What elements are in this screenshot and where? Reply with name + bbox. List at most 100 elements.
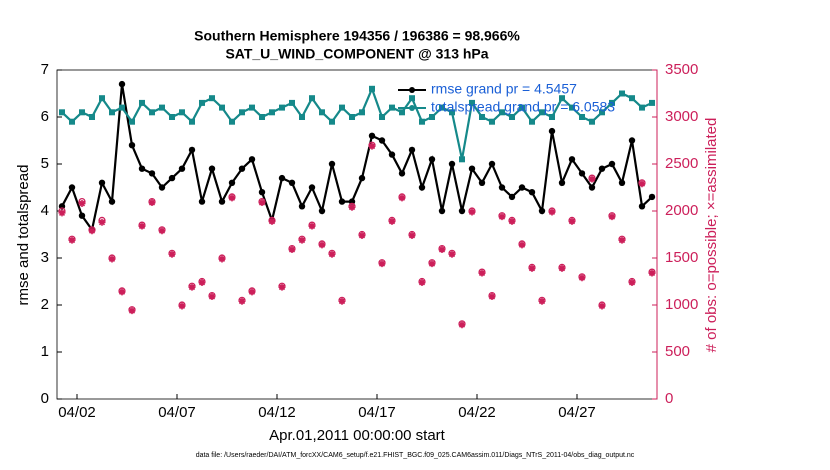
point [558, 264, 566, 272]
y2-tick-label: 500 [665, 343, 690, 360]
point [248, 288, 256, 296]
x-tick-label: 04/12 [258, 404, 296, 421]
point [428, 156, 436, 163]
point [318, 241, 326, 249]
point [269, 109, 275, 116]
x-tick-label: 04/02 [58, 404, 96, 421]
point [458, 321, 466, 329]
y-tick-label: 0 [41, 390, 49, 407]
y-tick-label: 5 [41, 155, 49, 172]
point [368, 132, 376, 139]
point [218, 198, 226, 205]
point [588, 184, 596, 191]
y2-tick-label: 3000 [665, 108, 698, 125]
y-tick-label: 3 [41, 249, 49, 266]
point [128, 142, 136, 149]
point [258, 189, 266, 196]
point [349, 114, 355, 120]
point [59, 109, 65, 116]
point [119, 104, 125, 111]
point [68, 184, 76, 191]
point [98, 218, 106, 226]
point [318, 207, 326, 215]
point [358, 174, 366, 182]
point [259, 114, 265, 120]
x-tick-label: 04/07 [158, 404, 196, 421]
point [548, 127, 556, 135]
point [188, 283, 196, 291]
point [198, 198, 206, 205]
point [509, 114, 515, 120]
point [638, 203, 646, 210]
point [488, 160, 496, 168]
point [209, 95, 215, 102]
point [488, 293, 496, 301]
point [378, 260, 386, 268]
point [438, 246, 446, 254]
point [228, 194, 236, 202]
point [449, 109, 455, 116]
point [278, 174, 286, 182]
x-axis-label: Apr.01,2011 00:00:00 start [269, 427, 446, 444]
point [239, 109, 245, 116]
point [169, 114, 175, 120]
chart-subtitle: SAT_U_WIND_COMPONENT @ 313 hPa [225, 46, 488, 62]
point [168, 250, 176, 258]
point [198, 278, 206, 286]
point [308, 222, 316, 230]
point [479, 114, 485, 120]
y-tick-label: 7 [41, 61, 49, 78]
point [439, 104, 445, 111]
point [468, 208, 476, 216]
point [319, 109, 325, 116]
legend-marker [409, 87, 415, 93]
point [569, 104, 575, 111]
point [78, 212, 86, 219]
x-tick-label: 04/27 [558, 404, 596, 421]
point [339, 104, 345, 111]
point [328, 250, 336, 258]
point [158, 227, 166, 235]
point [258, 199, 266, 207]
point [228, 179, 236, 186]
point [338, 297, 346, 305]
point [379, 114, 385, 120]
point [399, 109, 405, 116]
y2-tick-label: 3500 [665, 61, 698, 78]
y-tick-label: 1 [41, 343, 49, 360]
point [78, 199, 86, 207]
y2-axis-label: # of obs: o=possible; ×=assimilated [703, 118, 720, 353]
point [498, 213, 506, 221]
point [578, 274, 586, 282]
point [108, 198, 116, 205]
point [348, 203, 356, 211]
point [309, 95, 315, 102]
point [268, 217, 276, 225]
point [508, 193, 516, 201]
point [68, 236, 76, 244]
y2-tick-label: 2000 [665, 202, 698, 219]
point [598, 165, 606, 172]
point [368, 142, 376, 150]
point [478, 269, 486, 277]
legend-marker [409, 105, 415, 111]
point [178, 302, 186, 310]
y2-tick-label: 0 [665, 390, 673, 407]
point [199, 99, 205, 106]
point [618, 236, 626, 244]
point [329, 118, 335, 125]
point [508, 217, 516, 225]
point [148, 170, 156, 177]
point [159, 104, 165, 111]
point [559, 95, 565, 102]
point [539, 109, 545, 116]
point [148, 199, 156, 207]
point [308, 184, 316, 191]
point [629, 95, 635, 102]
y-axis-label: rmse and totalspread [15, 165, 32, 306]
point [598, 302, 606, 310]
point [98, 179, 106, 186]
point [238, 165, 246, 172]
point [299, 114, 305, 120]
